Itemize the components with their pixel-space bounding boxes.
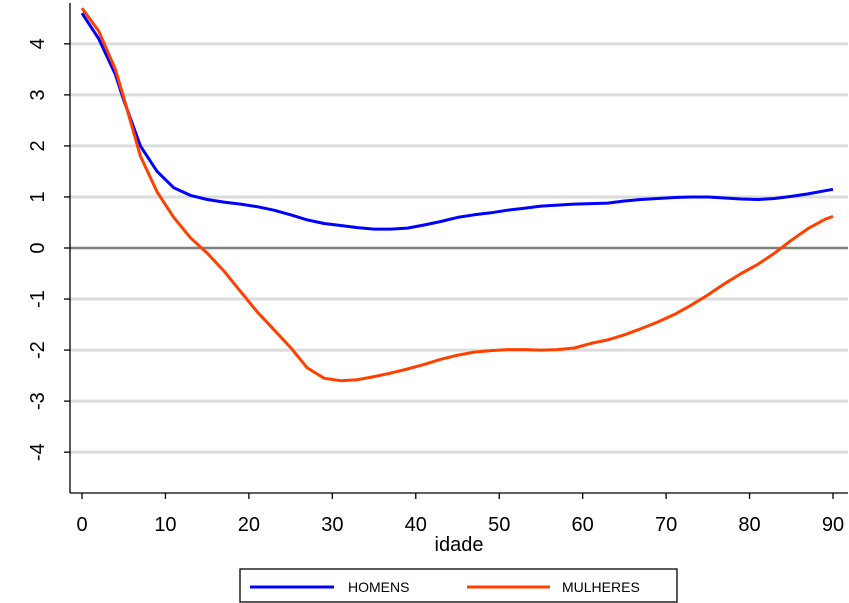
series-line-mulheres [80,7,834,383]
y-tick-label: -4 [27,443,49,461]
series-lines [80,7,834,383]
x-tick-label: 90 [822,514,844,536]
x-tick-label: 70 [655,514,677,536]
legend-label-mulheres: MULHERES [562,579,640,595]
x-tick-label: 60 [572,514,594,536]
y-tick-label: -1 [27,290,49,308]
series-line-homens [80,12,834,231]
x-tick-label: 0 [76,514,87,536]
y-axis-ticks: -4 -3 -2 -1 0 1 2 3 4 [27,38,70,461]
x-tick-label: 80 [738,514,760,536]
y-tick-label: 0 [27,242,49,253]
y-tick-label: 4 [27,38,49,49]
y-tick-label: 1 [27,191,49,202]
y-tick-label: -2 [27,341,49,359]
x-axis-ticks: 0 10 20 30 40 50 60 70 80 90 [76,493,844,536]
y-tick-label: 3 [27,89,49,100]
x-tick-label: 40 [405,514,427,536]
x-tick-label: 10 [154,514,176,536]
x-tick-label: 20 [238,514,260,536]
y-tick-label: 2 [27,140,49,151]
legend-label-homens: HOMENS [348,579,409,595]
legend: HOMENS MULHERES [239,568,678,603]
x-tick-label: 30 [321,514,343,536]
x-axis-title: idade [435,534,484,556]
x-tick-label: 50 [488,514,510,536]
y-tick-label: -3 [27,392,49,410]
